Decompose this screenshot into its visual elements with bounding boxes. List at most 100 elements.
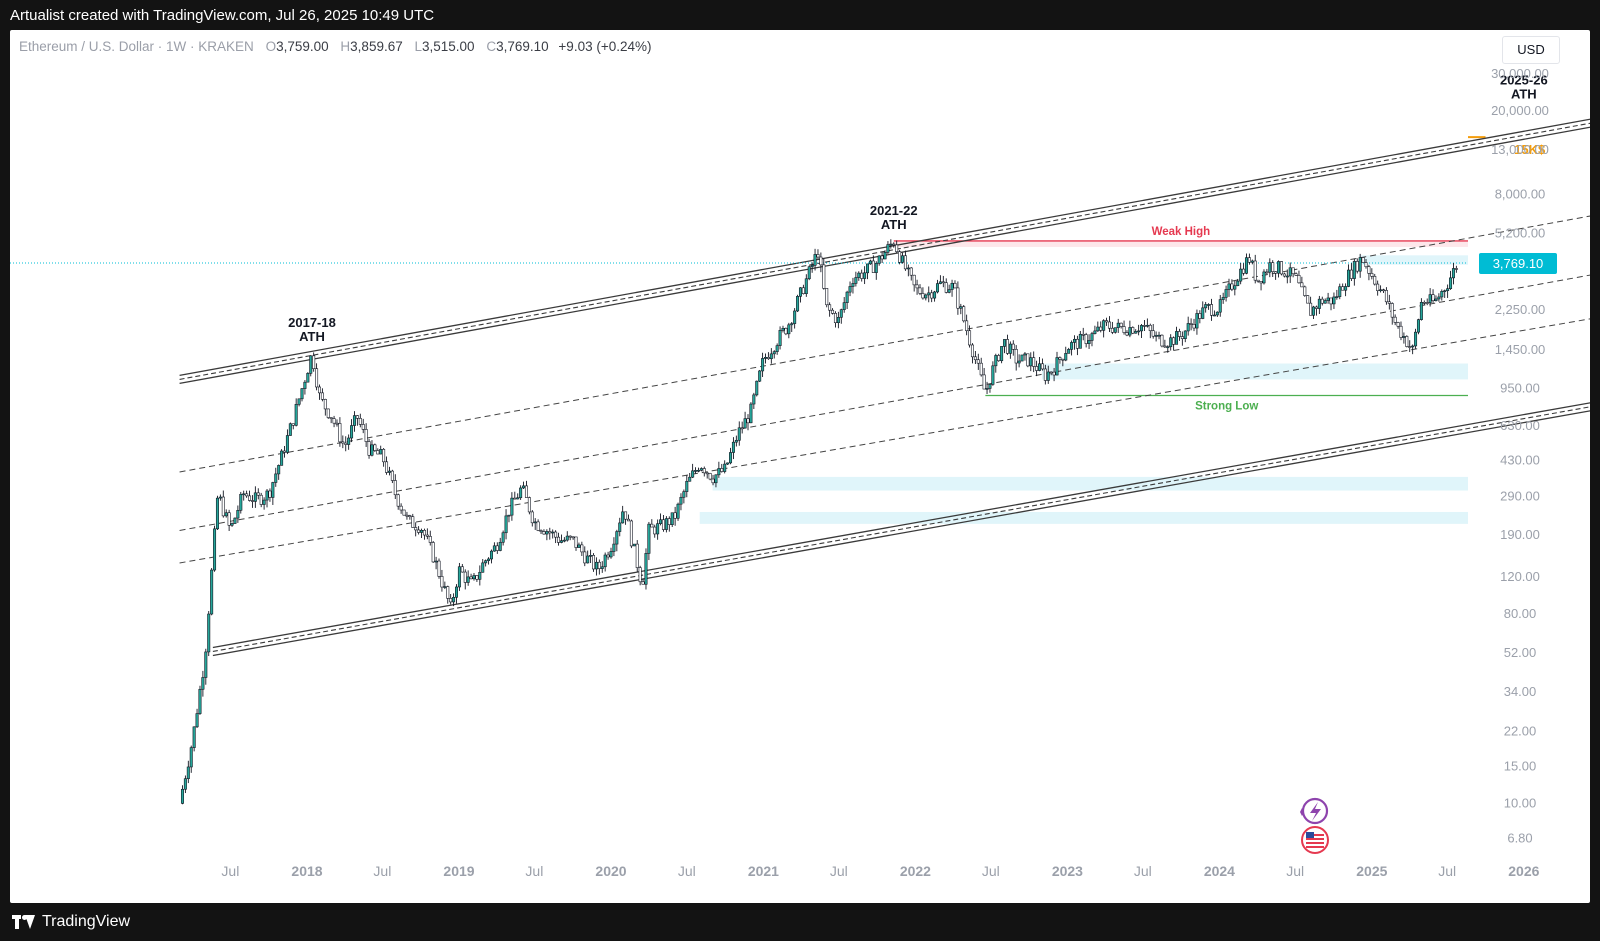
candle-body-356 (1218, 299, 1222, 313)
candle-body-391 (1320, 298, 1324, 304)
flag-canton (1306, 832, 1314, 838)
candle-body-295 (1040, 363, 1044, 370)
level-label-1: Strong Low (1195, 400, 1258, 412)
sparkle-icon (1300, 808, 1304, 816)
candle-body-19 (236, 510, 240, 519)
candle-body-433 (1443, 290, 1447, 292)
candle-body-420 (1405, 336, 1409, 347)
currency-button[interactable]: USD (1502, 36, 1560, 64)
candle-body-267 (959, 306, 963, 309)
candle-body-135 (574, 536, 578, 548)
level-label-2: 15K$ (1514, 142, 1546, 157)
candle-body-222 (828, 304, 832, 311)
candle-body-405 (1361, 257, 1365, 263)
candle-body-154 (629, 520, 633, 547)
candle-body-170 (676, 503, 680, 519)
candle-body-322 (1119, 322, 1123, 327)
y-tick-6: 80.00 (1504, 606, 1537, 621)
candle-body-413 (1384, 290, 1388, 303)
y-tick-9: 290.00 (1500, 489, 1540, 504)
candle-body-76 (402, 509, 406, 516)
symbol-title[interactable]: Ethereum / U.S. Dollar · 1W · KRAKEN (19, 39, 254, 54)
last-price-badge (1479, 252, 1557, 274)
candle-body-127 (551, 531, 555, 534)
candle-body-196 (752, 394, 756, 405)
candle-body-69 (382, 449, 386, 463)
candle-body-158 (641, 581, 645, 585)
candle-body-43 (306, 373, 310, 383)
candle-body-151 (621, 511, 625, 524)
candle-body-114 (513, 497, 517, 500)
x-tick-14: Jul (1286, 863, 1304, 879)
candle-body-34 (280, 450, 284, 466)
candle-body-383 (1297, 275, 1301, 284)
candle-body-270 (968, 330, 972, 346)
candle-body-168 (670, 512, 674, 525)
open-label: O (265, 39, 277, 54)
candle-body-242 (886, 244, 890, 253)
candle-body-197 (755, 380, 759, 396)
candle-body-5 (195, 713, 199, 728)
candle-body-412 (1381, 289, 1385, 292)
close-value: 3,769.10 (496, 39, 549, 54)
candle-body-281 (1000, 346, 1004, 362)
candle-body-261 (941, 281, 945, 284)
candle-body-416 (1393, 316, 1397, 323)
candle-body-90 (443, 586, 447, 588)
candle-body-153 (626, 518, 630, 522)
tradingview-brand[interactable]: TradingView (12, 913, 130, 931)
candle-body-247 (901, 255, 905, 263)
candle-body-136 (577, 544, 581, 548)
candle-body-233 (860, 272, 864, 279)
candle-body-133 (568, 535, 572, 538)
candle-body-276 (985, 388, 989, 390)
candle-body-212 (798, 287, 802, 297)
candle-body-357 (1221, 297, 1225, 300)
candle-body-239 (877, 255, 881, 264)
candle-body-175 (691, 470, 695, 478)
x-tick-0: Jul (221, 863, 239, 879)
candle-body-63 (364, 429, 368, 442)
candle-body-338 (1166, 346, 1170, 349)
candle-body-36 (285, 435, 289, 453)
candle-body-319 (1110, 327, 1114, 333)
candle-body-98 (466, 576, 470, 583)
candle-body-339 (1169, 337, 1173, 348)
ath-label-0-years: 2017-18 (288, 315, 336, 330)
candle-body-186 (723, 463, 727, 472)
candle-body-217 (813, 254, 817, 266)
candle-body-129 (557, 536, 561, 543)
candle-body-171 (679, 496, 683, 505)
candle-body-407 (1367, 266, 1371, 274)
candle-body-422 (1411, 345, 1415, 348)
candle-body-207 (784, 328, 788, 335)
candle-body-369 (1256, 279, 1260, 282)
ohlc-legend: Ethereum / U.S. Dollar · 1W · KRAKEN O 3,… (19, 39, 652, 54)
last-price-label: 3,769.10 (1493, 256, 1544, 271)
candle-body-174 (688, 476, 692, 482)
candle-body-243 (889, 243, 893, 246)
candle-body-408 (1370, 273, 1374, 277)
channel-inner-line-2 (179, 318, 1590, 564)
y-tick-7: 120.00 (1500, 569, 1540, 584)
candle-body-353 (1210, 304, 1214, 316)
level-label-0: Weak High (1152, 226, 1211, 238)
candle-body-52 (332, 418, 336, 424)
candle-body-20 (239, 493, 243, 511)
candle-body-84 (425, 534, 429, 537)
candle-body-42 (303, 381, 307, 389)
chart-caption: Artualist created with TradingView.com, … (10, 7, 435, 24)
candle-body-376 (1277, 261, 1281, 274)
candle-body-417 (1396, 322, 1400, 327)
candle-body-72 (390, 470, 394, 481)
candle-body-284 (1008, 343, 1012, 354)
demand-zone-1 (1042, 363, 1468, 380)
candle-body-46 (315, 368, 319, 388)
candle-body-263 (947, 289, 951, 293)
chart-panel[interactable]: Weak High Strong Low 15K$ 2017-18 ATH 2021-22… (10, 30, 1590, 903)
candle-body-360 (1230, 283, 1234, 290)
candle-body-163 (656, 523, 660, 535)
candle-body-421 (1408, 346, 1412, 348)
candle-body-418 (1399, 325, 1403, 338)
